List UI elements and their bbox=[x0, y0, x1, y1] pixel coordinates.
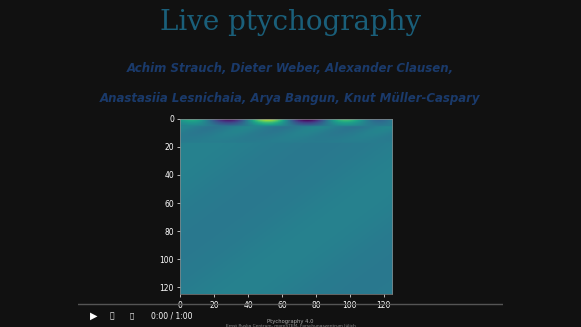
Text: Live ptychography: Live ptychography bbox=[160, 9, 421, 36]
Text: Achim Strauch, Dieter Weber, Alexander Clausen,: Achim Strauch, Dieter Weber, Alexander C… bbox=[127, 62, 454, 76]
Text: Anastasiia Lesnichaia, Arya Bangun, Knut Müller-Caspary: Anastasiia Lesnichaia, Arya Bangun, Knut… bbox=[101, 92, 480, 105]
Text: Ptychography 4.0: Ptychography 4.0 bbox=[267, 319, 314, 324]
Text: ▶: ▶ bbox=[89, 311, 97, 321]
Text: ⏭: ⏭ bbox=[110, 311, 114, 320]
Text: 0:00 / 1:00: 0:00 / 1:00 bbox=[151, 311, 192, 320]
Text: Ernst Ruska Centrum, moreSTEM, Forschungszentrum Jülich: Ernst Ruska Centrum, moreSTEM, Forschung… bbox=[225, 324, 356, 327]
Text: 🔊: 🔊 bbox=[130, 313, 134, 319]
